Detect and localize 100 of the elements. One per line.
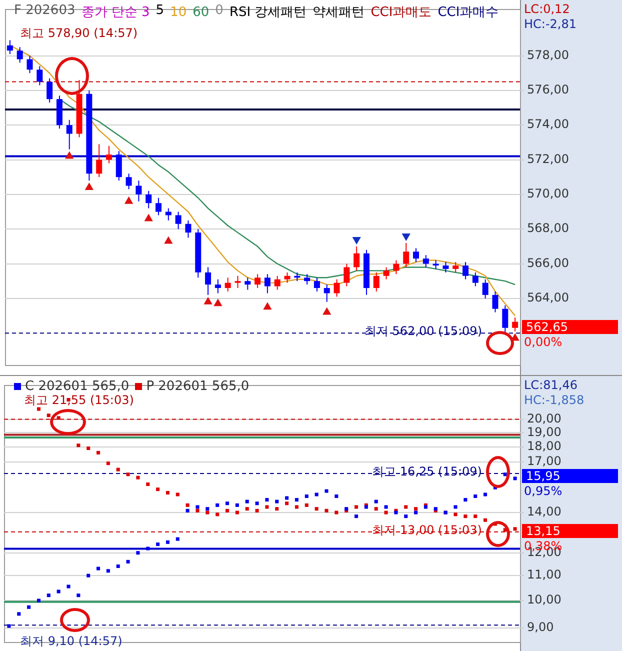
text: LC:81,46: [524, 378, 578, 392]
point: [322, 307, 332, 315]
point: [96, 566, 100, 570]
point: [206, 507, 210, 511]
point: [294, 498, 298, 502]
candlestick: [482, 278, 488, 299]
point: [126, 472, 130, 476]
point: [384, 510, 388, 514]
annotation: 5: [156, 3, 164, 20]
point: [186, 508, 190, 512]
point: [513, 527, 517, 531]
point: [84, 182, 94, 190]
point: [404, 514, 408, 518]
point: [196, 508, 200, 512]
point: [265, 505, 269, 509]
candlestick: [284, 272, 290, 284]
point: [285, 496, 289, 500]
candlestick: [106, 145, 112, 164]
point: [334, 510, 338, 514]
point: [324, 508, 328, 512]
candlestick: [462, 262, 469, 280]
point: [216, 512, 220, 516]
point: [144, 214, 153, 222]
point: [384, 505, 388, 509]
candlestick: [264, 274, 270, 294]
legend-label: C 202601 565,0: [24, 379, 130, 394]
candlestick: [234, 275, 241, 289]
annotation: 종가 단순 3: [81, 4, 150, 21]
point: [124, 196, 134, 204]
text: HC:-1,858: [524, 393, 584, 407]
point: [404, 505, 408, 509]
point: [324, 489, 328, 493]
y-tick-label: 17,00: [527, 454, 562, 468]
point: [86, 446, 90, 450]
point: [116, 564, 120, 568]
text: 0,00%: [524, 335, 562, 349]
candlestick: [274, 275, 280, 290]
point: [454, 505, 458, 509]
candlestick: [304, 274, 310, 286]
point: [204, 296, 212, 304]
point: [76, 444, 80, 448]
point: [294, 505, 298, 509]
text: 562,65: [522, 320, 618, 334]
point: [96, 450, 100, 454]
candlestick: [422, 254, 429, 268]
point: [275, 500, 279, 504]
candlestick: [175, 211, 182, 230]
point: [146, 482, 150, 486]
point: [86, 574, 90, 578]
point: [196, 505, 200, 509]
point: [66, 584, 70, 588]
candlestick: [6, 40, 13, 55]
candlestick: [214, 278, 221, 294]
point: [56, 590, 60, 594]
point: [166, 540, 170, 544]
point: [76, 594, 80, 598]
point: [314, 507, 318, 511]
point: [304, 503, 308, 507]
candlestick: [512, 316, 518, 332]
point: [354, 514, 358, 518]
y-tick-label: 568,00: [527, 221, 569, 236]
point: [156, 542, 160, 546]
annotation: CCI과매도: [370, 4, 432, 21]
point: [27, 605, 31, 609]
point: [126, 560, 130, 564]
point: [374, 507, 378, 511]
candlestick: [36, 66, 43, 86]
point: [255, 508, 259, 512]
point: [275, 507, 279, 511]
point: [136, 476, 140, 480]
point: [334, 494, 338, 498]
candlestick: [314, 277, 320, 292]
point: [464, 514, 468, 518]
annotation: 최고 578,90 (14:57): [20, 26, 138, 40]
point: [46, 414, 50, 418]
point: [245, 507, 249, 511]
point: [474, 494, 478, 498]
point: [484, 492, 488, 496]
y-tick-label: 570,00: [527, 186, 569, 201]
text: HC:-2,81: [524, 17, 576, 31]
candlestick: [224, 277, 231, 292]
candlestick: [16, 46, 23, 64]
candlestick: [46, 78, 53, 104]
candlestick: [373, 272, 380, 292]
y-tick-label: 566,00: [527, 256, 569, 270]
point: [206, 510, 210, 514]
point: [176, 492, 180, 496]
candlestick: [492, 290, 498, 313]
point: [474, 514, 478, 518]
y-tick-label: 9,00: [527, 620, 554, 634]
point: [226, 508, 230, 512]
annotation: 최저 9,10 (14:57): [20, 634, 122, 648]
point: [166, 490, 170, 495]
candlestick: [146, 190, 152, 209]
candlestick: [156, 197, 162, 216]
candlestick: [413, 248, 420, 263]
point: [374, 500, 378, 504]
candlestick: [334, 278, 340, 298]
candlestick: [354, 246, 360, 272]
y-tick-label: 19,00: [527, 424, 562, 439]
